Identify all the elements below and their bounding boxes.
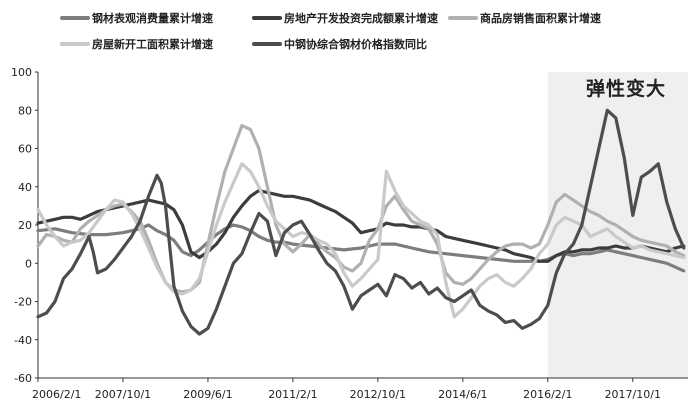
legend-label: 房地产开发投资完成额累计增速 (284, 11, 438, 25)
chart-annotations: 弹性变大 (586, 77, 666, 100)
y-tick-label: 80 (18, 104, 32, 117)
x-tick-label: 2017/10/1 (605, 388, 661, 401)
chart-series (36, 108, 686, 336)
series-line-5 (36, 108, 686, 336)
y-tick-label: 40 (18, 181, 32, 194)
y-tick-label: -40 (14, 334, 32, 347)
y-tick-label: 100 (11, 66, 32, 79)
highlight-label: 弹性变大 (586, 77, 666, 100)
x-tick-label: 2012/10/1 (350, 388, 406, 401)
series-line-4 (36, 162, 686, 319)
x-tick-label: 2009/6/1 (183, 388, 232, 401)
y-tick-label: -60 (14, 372, 32, 385)
x-tick-label: 2014/6/1 (438, 388, 487, 401)
y-tick-label: 20 (18, 219, 32, 232)
chart-axes: -60 -40 -20 0 20 40 60 80 100 2006/2/1 2007/10/1 20… (11, 66, 688, 401)
x-tick-label: 2007/10/1 (95, 388, 151, 401)
y-tick-label: 0 (25, 257, 32, 270)
legend-label: 房屋新开工面积累计增速 (92, 37, 213, 51)
legend-label: 中钢协综合钢材价格指数同比 (284, 37, 427, 51)
y-tick-label: 60 (18, 143, 32, 156)
legend-label: 商品房销售面积累计增速 (480, 11, 601, 25)
series-line-2 (36, 189, 686, 263)
x-tick-label: 2011/2/1 (268, 388, 317, 401)
x-tick-label: 2006/2/1 (32, 388, 81, 401)
x-tick-label: 2016/2/1 (523, 388, 572, 401)
chart-legend: 钢材表观消费量累计增速 房地产开发投资完成额累计增速 商品房销售面积累计增速房屋新开… (60, 11, 601, 51)
y-tick-label: -20 (14, 296, 32, 309)
legend-label: 钢材表观消费量累计增速 (92, 11, 213, 25)
series-line-3 (36, 124, 686, 294)
